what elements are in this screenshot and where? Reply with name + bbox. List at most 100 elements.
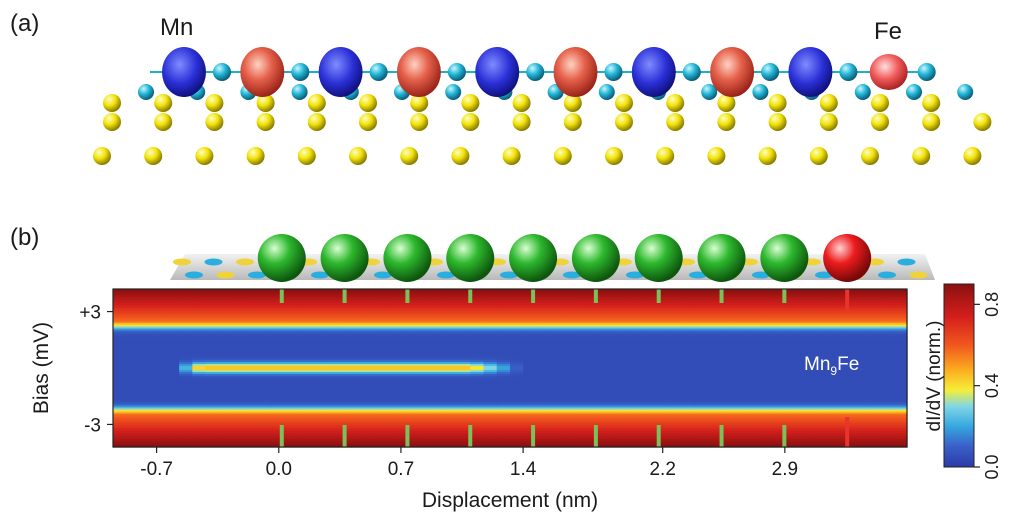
heatmap-cell (232, 405, 246, 409)
heatmap-cell (536, 358, 551, 361)
heatmap-cell (443, 383, 458, 387)
heatmap-cell (629, 336, 643, 339)
heatmap-cell (721, 326, 736, 330)
heatmap-cell (510, 375, 524, 379)
heatmap-cell (126, 423, 141, 426)
heatmap-cell (470, 318, 485, 322)
heatmap-cell (589, 352, 604, 355)
heatmap-cell (443, 364, 458, 367)
heatmap-cell (165, 368, 180, 371)
heatmap-cell (814, 403, 829, 407)
heatmap-cell (404, 314, 418, 318)
heatmap-cell (827, 437, 842, 440)
heatmap-cell (192, 437, 207, 440)
heatmap-cell (165, 336, 180, 339)
heatmap-cell (774, 439, 789, 442)
heatmap-cell (457, 435, 471, 438)
heatmap-cell (390, 441, 405, 444)
heatmap-cell (351, 409, 366, 413)
heatmap-cell (285, 413, 299, 416)
heatmap-cell (496, 306, 511, 310)
heatmap-cell (893, 441, 908, 444)
heatmap-cell (298, 407, 313, 411)
heatmap-cell (285, 399, 299, 403)
heatmap-cell (192, 389, 207, 393)
heatmap-cell (430, 336, 445, 339)
x-tick-label: 2.9 (772, 459, 798, 480)
heatmap-cell (126, 411, 141, 415)
heatmap-cell (840, 362, 855, 365)
heatmap-cell (562, 340, 577, 343)
heatmap-cell (126, 328, 141, 332)
heatmap-cell (840, 415, 855, 418)
heatmap-cell (827, 395, 842, 399)
heatmap-cell (629, 383, 643, 387)
heatmap-cell (761, 383, 776, 387)
heatmap-cell (404, 354, 418, 357)
heatmap-cell (113, 314, 127, 318)
heatmap-cell (814, 421, 829, 424)
heatmap-cell (695, 437, 710, 440)
heatmap-cell (827, 435, 842, 438)
heatmap-cell (682, 401, 696, 405)
heatmap-cell (404, 328, 418, 332)
heatmap-cell (668, 415, 683, 418)
heatmap-cell (893, 346, 908, 349)
heatmap-cell (536, 312, 551, 316)
heatmap-cell (470, 371, 485, 375)
heatmap-cell (642, 383, 657, 387)
heatmap-cell (337, 340, 352, 343)
heatmap-cell (337, 371, 352, 375)
heatmap-cell (179, 411, 193, 415)
heatmap-cell (377, 306, 392, 310)
heatmap-cell (126, 399, 141, 403)
heatmap-cell (523, 360, 538, 363)
heatmap-cell (245, 391, 260, 395)
heatmap-cell (113, 306, 127, 310)
heatmap-cell (867, 328, 882, 332)
heatmap-cell (139, 385, 154, 389)
heatmap-cell (192, 431, 207, 434)
heatmap-cell (734, 421, 749, 424)
heatmap-cell (655, 360, 670, 363)
heatmap-cell (695, 409, 710, 413)
heatmap-cell (232, 395, 246, 399)
heatmap-cell (827, 350, 842, 353)
heatmap-cell (761, 344, 776, 347)
heatmap-cell (880, 300, 895, 304)
heatmap-cell (113, 379, 127, 383)
heatmap-cell (734, 437, 749, 440)
heatmap-cell (404, 387, 418, 391)
heatmap-cell (443, 391, 458, 395)
heatmap-cell (549, 310, 564, 314)
heatmap-cell (258, 377, 273, 381)
heatmap-cell (417, 356, 432, 359)
heatmap-cell (271, 314, 286, 318)
heatmap-cell (324, 381, 339, 385)
heatmap-cell (536, 431, 551, 434)
heatmap-cell (695, 336, 710, 339)
heatmap-cell (311, 399, 326, 403)
heatmap-cell (457, 314, 471, 318)
heatmap-cell (629, 356, 643, 359)
heatmap-cell (801, 419, 815, 422)
heatmap-cell (165, 304, 180, 308)
heatmap-cell (139, 332, 154, 336)
mn-atom-label: Mn (160, 14, 194, 41)
heatmap-cell (549, 336, 564, 339)
heatmap-cell (510, 336, 524, 339)
heatmap-cell (324, 409, 339, 413)
heatmap-cell (152, 429, 167, 432)
heatmap-cell (801, 443, 815, 446)
heatmap-cell (218, 371, 233, 375)
heatmap-cell (721, 332, 736, 336)
heatmap-cell (113, 373, 127, 377)
heatmap-cell (748, 352, 763, 355)
heatmap-cell (893, 415, 908, 418)
heatmap-cell (840, 371, 855, 375)
heatmap-cell (417, 435, 432, 438)
heatmap-cell (271, 348, 286, 351)
heatmap-cell (324, 387, 339, 391)
heatmap-cell (854, 326, 868, 330)
heatmap-cell (761, 389, 776, 393)
